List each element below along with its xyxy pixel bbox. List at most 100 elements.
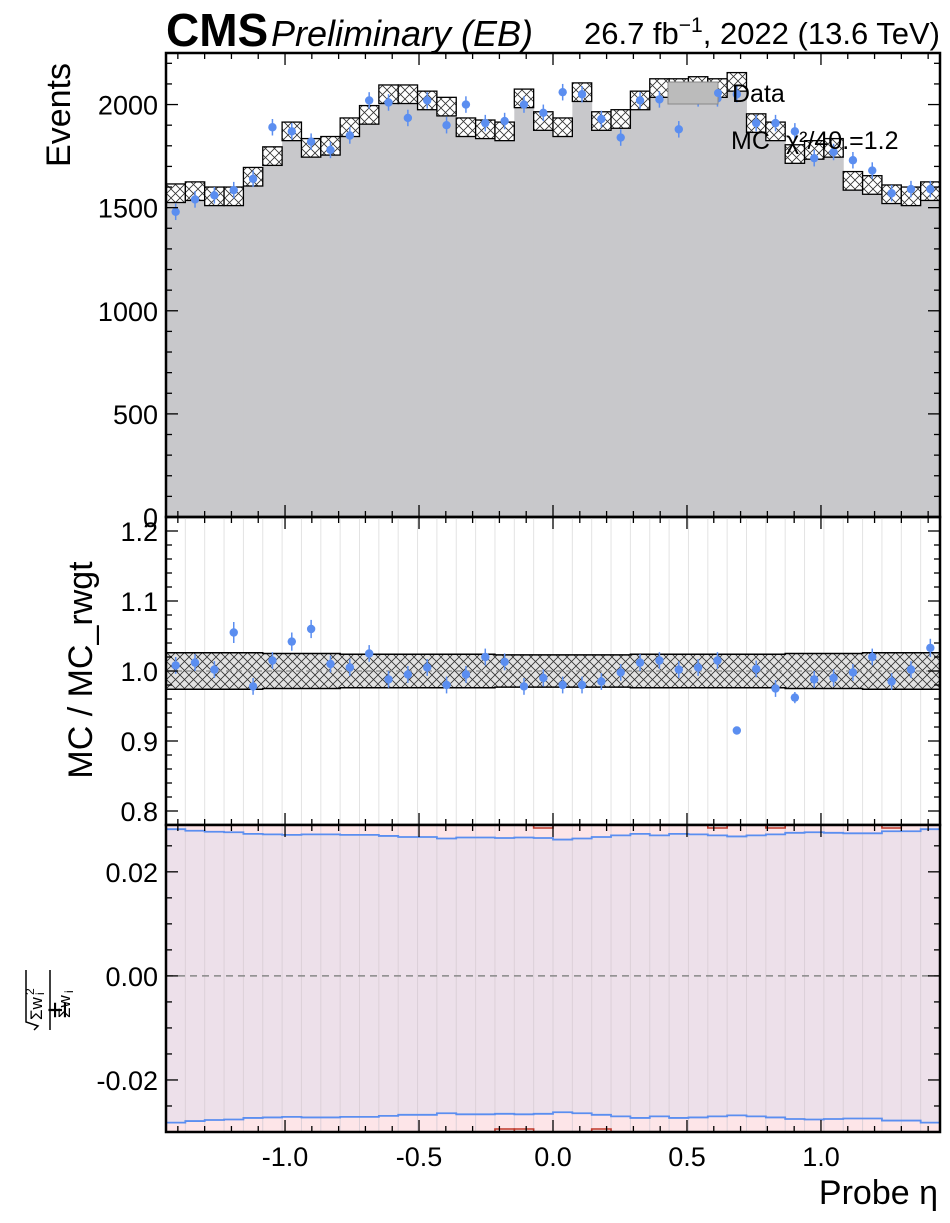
ratio-band-segment — [475, 654, 496, 688]
lumi-base: 26.7 fb — [584, 16, 679, 51]
lumi-label: 26.7 fb−1, 2022 (13.6 TeV) — [584, 14, 940, 51]
ratio-y-tick-label: 1.1 — [120, 587, 158, 617]
mc-bar — [436, 106, 457, 517]
ratio-point — [500, 657, 509, 667]
uncertainty-band-segment — [669, 833, 689, 1118]
ratio-point — [810, 675, 819, 684]
data-point — [306, 137, 316, 146]
data-point — [384, 98, 393, 107]
data-point — [674, 125, 683, 134]
mc-bar — [166, 193, 186, 517]
data-point — [326, 145, 335, 155]
uncertainty-red-step — [765, 825, 786, 829]
main-axes: 0 500 1000 1500 2000 — [98, 51, 942, 533]
ratio-band-segment — [572, 654, 593, 688]
data-point — [732, 90, 742, 99]
lumi-rest: , 2022 (13.6 TeV) — [703, 16, 940, 51]
legend-data-swatch — [667, 81, 719, 105]
mc-bar — [533, 121, 554, 517]
x-tick-label: 0.0 — [534, 1142, 572, 1172]
uncertainty-axes: -1.0 -0.5 0.0 0.5 1.0 -0.02 0.00 0.02 — [96, 823, 942, 1172]
ratio-point — [210, 665, 219, 674]
x-tick-label: -1.0 — [262, 1142, 309, 1172]
data-point — [751, 118, 761, 128]
ratio-band-segment — [262, 653, 283, 689]
uncertainty-lower-line — [166, 1111, 940, 1124]
ratio-point — [926, 643, 935, 653]
ratio-point — [248, 682, 258, 691]
ratio-band-segment — [224, 652, 244, 690]
data-point — [926, 184, 935, 194]
ratio-band-segment — [765, 654, 786, 688]
data-point — [442, 120, 451, 130]
mc-bar — [553, 127, 573, 517]
uncertainty-panel: -1.0 -0.5 0.0 0.5 1.0 -0.02 0.00 0.02 ± Σw i 2 … — [23, 823, 942, 1172]
ratio-band-segment — [282, 653, 302, 689]
mc-bar — [862, 184, 883, 517]
main-y-axis-label: Events — [40, 63, 78, 167]
ratio-point — [171, 661, 180, 670]
data-point — [655, 95, 664, 104]
mc-bar — [688, 85, 709, 517]
mc-bar — [456, 127, 477, 517]
data-point — [848, 156, 858, 165]
ratio-point — [403, 670, 413, 679]
mc-bar — [301, 147, 322, 517]
data-point — [597, 114, 606, 124]
svg-text:i: i — [62, 990, 76, 993]
unc-y-tick-label: 0.02 — [105, 858, 158, 888]
mc-bar — [282, 131, 302, 517]
ratio-point — [577, 680, 587, 690]
mc-bar — [591, 121, 612, 517]
mc-bar — [224, 196, 244, 517]
data-point — [771, 118, 780, 128]
ratio-point — [442, 680, 451, 690]
ratio-y-tick-label: 1.2 — [120, 517, 158, 547]
ratio-point — [887, 677, 896, 686]
uncertainty-band-segment — [823, 832, 844, 1119]
ratio-point — [868, 652, 877, 662]
data-point — [345, 131, 355, 140]
data-point — [906, 184, 916, 194]
mc-bar — [920, 191, 940, 517]
ratio-band-segment — [243, 652, 264, 690]
ratio-y-tick-label: 0.8 — [120, 797, 158, 827]
data-point — [868, 166, 877, 175]
uncertainty-band-segment — [572, 838, 593, 1114]
ratio-point — [674, 665, 683, 674]
data-point — [616, 133, 625, 142]
ratio-point — [771, 684, 780, 693]
uncertainty-band-segment — [320, 834, 341, 1118]
ratio-point — [635, 658, 645, 667]
mc-bar — [359, 114, 380, 517]
uncertainty-band-segment — [262, 834, 283, 1118]
mc-bar — [185, 191, 206, 517]
ratio-y-tick-label: 0.9 — [120, 727, 158, 757]
ratio-point — [616, 668, 625, 677]
uncertainty-band-segment — [475, 837, 496, 1115]
mc-bar — [707, 88, 728, 517]
mc-bar — [746, 123, 767, 517]
uncertainty-ylabel-fraction: Σw i 2 Σw i — [23, 970, 76, 1031]
ratio-y-tick-label: 1.0 — [120, 657, 158, 687]
svg-text:i: i — [33, 992, 47, 995]
ratio-plot-content — [166, 517, 940, 825]
ratio-point — [345, 663, 355, 672]
mc-uncertainty-box — [455, 117, 477, 138]
data-point — [810, 153, 819, 163]
uncertainty-red-step — [590, 1128, 612, 1132]
data-point — [403, 113, 413, 123]
ratio-point — [423, 663, 432, 672]
mc-uncertainty-box — [610, 109, 632, 129]
ratio-point — [751, 664, 761, 674]
uncertainty-red-step — [707, 825, 728, 829]
ratio-point — [829, 673, 838, 683]
uncertainty-band-segment — [727, 836, 747, 1116]
ratio-point — [790, 693, 800, 702]
mc-bar — [204, 196, 225, 517]
ratio-band-segment — [514, 654, 535, 688]
svg-text:Σw: Σw — [55, 994, 74, 1018]
ratio-band-segment — [553, 654, 573, 688]
ratio-point — [713, 656, 722, 665]
